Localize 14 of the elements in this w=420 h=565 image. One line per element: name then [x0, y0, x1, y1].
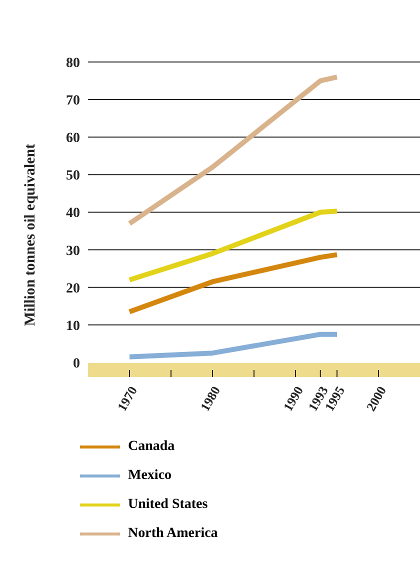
y-tick-label: 80: [66, 56, 80, 71]
y-axis-title: Million tonnes oil equivalent: [22, 144, 38, 326]
legend-label: Mexico: [128, 468, 172, 484]
y-tick-label: 30: [66, 244, 80, 259]
y-tick-label: 10: [66, 318, 80, 334]
y-tick-label: 70: [66, 94, 80, 109]
y-tick-label: 50: [66, 168, 80, 184]
y-tick-label: 60: [66, 131, 80, 146]
y-tick-label: 40: [66, 206, 80, 222]
y-tick-label: 0: [73, 356, 80, 372]
legend-label: United States: [128, 496, 208, 512]
legend-label: Canada: [128, 438, 175, 454]
legend-label: North America: [128, 526, 218, 542]
y-tick-label: 20: [66, 281, 80, 296]
